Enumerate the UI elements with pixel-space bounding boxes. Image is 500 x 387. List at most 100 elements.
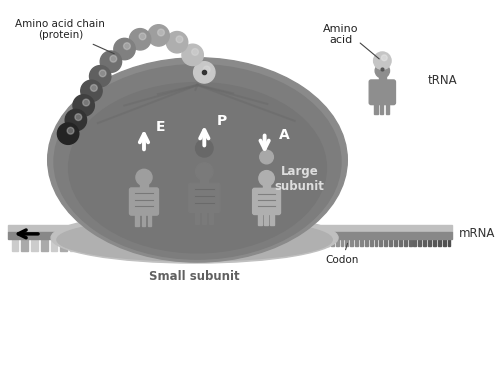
Bar	[208, 209, 212, 224]
Text: mRNA: mRNA	[459, 228, 496, 240]
Circle shape	[136, 170, 152, 185]
Bar	[306, 227, 310, 245]
Circle shape	[58, 123, 79, 144]
Circle shape	[375, 63, 390, 78]
Bar	[187, 239, 194, 252]
Bar	[355, 227, 358, 245]
Circle shape	[80, 80, 102, 101]
Bar	[274, 239, 281, 252]
Circle shape	[114, 38, 135, 60]
Bar	[414, 227, 416, 245]
Ellipse shape	[68, 82, 326, 253]
Text: tRNA: tRNA	[428, 74, 458, 87]
Bar	[448, 227, 450, 245]
Bar	[226, 239, 232, 252]
FancyBboxPatch shape	[252, 188, 280, 214]
Text: P: P	[216, 114, 227, 128]
Bar	[346, 227, 348, 245]
Circle shape	[90, 65, 111, 87]
Bar	[12, 239, 18, 252]
Bar	[408, 227, 412, 245]
Bar	[50, 239, 58, 252]
Bar	[8, 225, 452, 232]
Bar	[389, 227, 392, 245]
Bar	[350, 227, 353, 245]
FancyBboxPatch shape	[369, 80, 396, 104]
Circle shape	[110, 55, 116, 62]
Bar	[60, 239, 67, 252]
Bar	[236, 239, 242, 252]
Bar	[442, 227, 446, 245]
Bar	[340, 227, 344, 245]
Bar	[284, 239, 291, 252]
Bar	[312, 227, 314, 245]
Bar	[380, 102, 384, 114]
Circle shape	[73, 95, 94, 116]
Circle shape	[99, 70, 106, 77]
Bar	[433, 227, 436, 245]
Bar	[438, 227, 440, 245]
Circle shape	[374, 52, 391, 69]
Bar	[399, 227, 402, 245]
Bar	[118, 239, 126, 252]
Text: Amino acid chain
(protein): Amino acid chain (protein)	[16, 19, 114, 54]
Circle shape	[148, 25, 170, 46]
Bar	[200, 171, 208, 187]
Bar	[195, 209, 199, 224]
Text: Large
subunit: Large subunit	[274, 165, 324, 194]
Bar	[404, 227, 406, 245]
Bar	[336, 227, 338, 245]
Circle shape	[176, 36, 183, 43]
Circle shape	[67, 127, 74, 134]
Bar	[202, 209, 206, 224]
Circle shape	[90, 84, 98, 91]
Bar	[99, 239, 106, 252]
Circle shape	[100, 51, 122, 72]
Text: Small subunit: Small subunit	[150, 270, 240, 283]
Ellipse shape	[51, 212, 338, 263]
Circle shape	[158, 29, 164, 36]
Bar	[142, 212, 145, 226]
Bar	[316, 227, 319, 245]
Text: Amino
acid: Amino acid	[323, 24, 358, 45]
Bar	[136, 212, 139, 226]
Circle shape	[259, 171, 274, 186]
Bar	[41, 239, 48, 252]
Bar	[418, 227, 422, 245]
Bar	[31, 239, 38, 252]
Bar	[360, 227, 363, 245]
Bar	[294, 239, 300, 252]
Bar	[386, 102, 389, 114]
Circle shape	[260, 150, 274, 164]
Text: Codon: Codon	[326, 243, 359, 265]
Bar	[245, 239, 252, 252]
Circle shape	[196, 139, 213, 157]
Circle shape	[194, 62, 215, 83]
Circle shape	[139, 33, 146, 40]
Bar	[365, 227, 368, 245]
Bar	[128, 239, 135, 252]
Bar	[374, 102, 378, 114]
Circle shape	[166, 31, 188, 53]
Text: E: E	[156, 120, 166, 134]
FancyBboxPatch shape	[188, 183, 220, 212]
Circle shape	[75, 114, 82, 120]
FancyBboxPatch shape	[130, 188, 158, 215]
Ellipse shape	[57, 218, 332, 261]
Bar	[321, 227, 324, 245]
Bar	[428, 227, 431, 245]
Bar	[216, 239, 223, 252]
Circle shape	[382, 55, 387, 61]
Bar	[255, 239, 262, 252]
Bar	[331, 227, 334, 245]
Bar	[140, 176, 147, 192]
Bar	[196, 239, 203, 252]
Bar	[374, 227, 378, 245]
Bar	[384, 227, 387, 245]
Bar	[158, 239, 164, 252]
Text: A: A	[278, 128, 289, 142]
Circle shape	[182, 44, 204, 65]
Bar	[258, 212, 262, 224]
Bar	[70, 239, 77, 252]
Bar	[379, 70, 386, 84]
